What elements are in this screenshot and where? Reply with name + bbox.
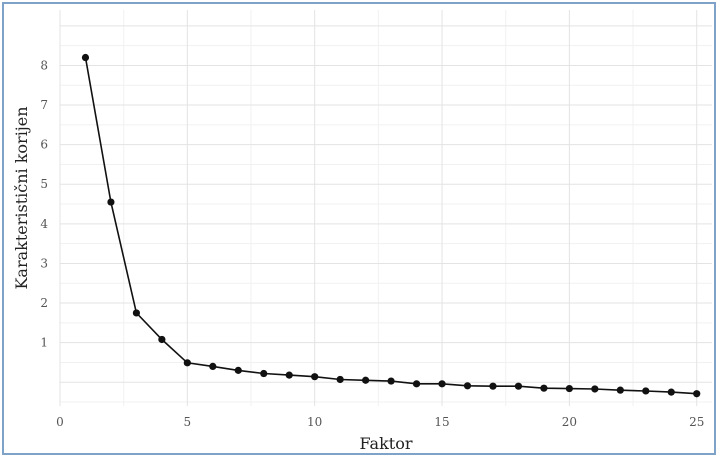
y-tick-label: 1: [40, 336, 48, 350]
data-point: [260, 369, 268, 378]
data-point: [81, 53, 90, 62]
x-tick-label: 25: [689, 415, 704, 429]
data-point: [514, 382, 523, 390]
y-tick-label: 8: [40, 58, 48, 72]
data-point: [183, 359, 191, 367]
data-point: [642, 387, 650, 395]
data-point: [463, 382, 472, 390]
data-point: [209, 362, 217, 370]
data-point: [362, 376, 370, 384]
y-tick-label: 5: [40, 177, 48, 191]
data-point: [387, 377, 395, 385]
x-tick-label: 20: [562, 415, 577, 429]
y-tick-label: 3: [40, 256, 48, 270]
data-point: [158, 335, 166, 344]
y-tick-label: 2: [40, 296, 48, 310]
data-point: [132, 309, 141, 317]
y-tick-label: 4: [40, 217, 48, 231]
data-point: [234, 366, 242, 374]
data-point: [489, 382, 497, 390]
data-point: [412, 380, 421, 388]
data-point: [616, 386, 624, 394]
data-point: [336, 375, 344, 384]
data-point: [285, 371, 293, 379]
data-point: [438, 380, 446, 388]
major-grid: [59, 10, 712, 406]
y-tick-label: 6: [40, 138, 48, 152]
x-tick-label: 10: [307, 415, 322, 429]
data-point: [107, 198, 115, 206]
series-group: [81, 53, 701, 398]
x-axis-title: Faktor: [360, 434, 413, 453]
data-point: [540, 384, 548, 392]
y-axis-ticks: 1 2 3 4 5 6 7 8: [40, 58, 48, 349]
data-point: [693, 390, 701, 398]
data-point: [565, 384, 573, 393]
y-tick-label: 7: [40, 98, 48, 112]
data-point: [311, 373, 319, 381]
x-axis-ticks: 0 5 10 15 20 25: [56, 415, 704, 429]
y-axis-title: Karakteristični korijen: [12, 106, 31, 289]
minor-grid: [60, 10, 712, 406]
x-tick-label: 0: [56, 415, 64, 429]
x-tick-label: 15: [434, 415, 449, 429]
series-line: [84, 57, 697, 395]
data-point: [667, 388, 675, 396]
x-tick-label: 5: [184, 415, 192, 429]
data-point: [591, 385, 599, 393]
